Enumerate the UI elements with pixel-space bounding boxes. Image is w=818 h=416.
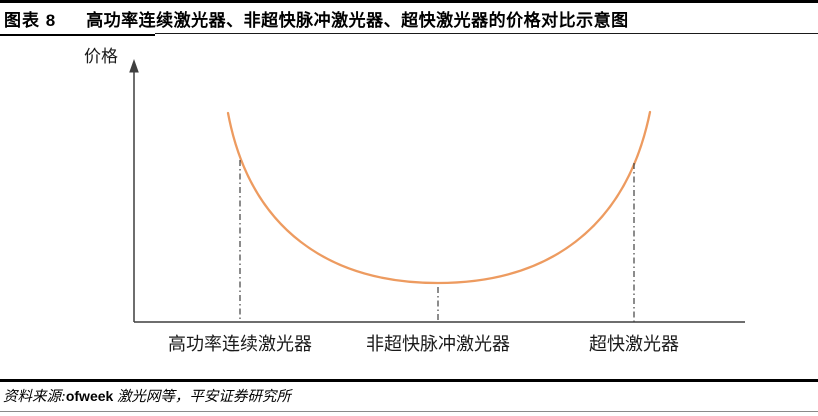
top-border-rule [0,0,818,3]
source-rest: 激光网等，平安证券研究所 [113,389,291,405]
header-divider-thin [155,33,818,34]
header-divider-thick [0,34,155,36]
footer-divider-thick [0,379,818,382]
figure-number-label: 图表 8 [4,10,57,30]
source-prefix: 资料来源: [3,389,66,405]
price-comparison-chart: 价格 高功率连续激光器 非超快脉冲激光器 超快激光器 [0,36,818,378]
category-label-ultrafast-laser: 超快激光器 [589,334,679,354]
price-curve [226,110,652,285]
source-english-name: ofweek [65,388,114,404]
source-note: 资料来源:ofweek 激光网等，平安证券研究所 [3,385,291,406]
figure-title: 高功率连续激光器、非超快脉冲激光器、超快激光器的价格对比示意图 [86,10,629,30]
footer-divider-thin [0,411,818,412]
chart-canvas [129,59,745,323]
category-label-high-power-cw-laser: 高功率连续激光器 [168,334,312,354]
y-axis-arrowhead-icon [129,59,139,73]
y-axis-label: 价格 [84,47,118,66]
figure-header: 图表 8 高功率连续激光器、非超快脉冲激光器、超快激光器的价格对比示意图 [0,3,818,33]
category-label-non-ultrafast-pulsed-laser: 非超快脉冲激光器 [366,334,510,354]
